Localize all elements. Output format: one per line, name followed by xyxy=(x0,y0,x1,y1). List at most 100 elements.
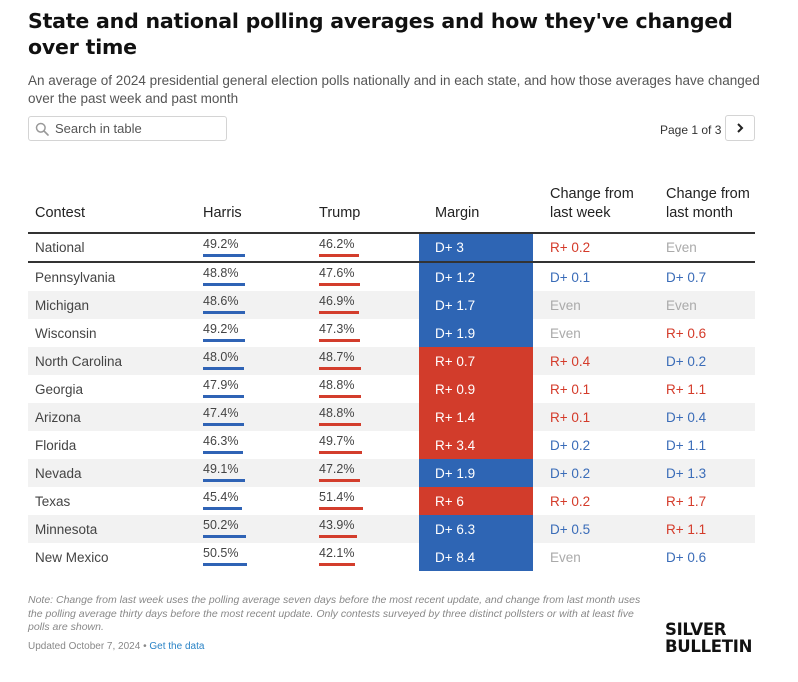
change-week: R+ 0.4 xyxy=(550,353,591,369)
change-week: R+ 0.2 xyxy=(550,493,591,509)
harris-value: 48.6% xyxy=(203,294,239,308)
harris-bar xyxy=(203,479,246,482)
trump-bar xyxy=(319,535,357,538)
trump-bar xyxy=(319,507,364,510)
harris-value: 50.5% xyxy=(203,546,239,560)
harris-cell: 49.2% xyxy=(203,234,246,261)
trump-value: 46.9% xyxy=(319,294,355,308)
change-month: D+ 0.2 xyxy=(666,353,707,369)
page-indicator: Page 1 of 3 xyxy=(660,123,722,137)
contest-name: North Carolina xyxy=(35,353,123,369)
table-body: National 49.2% 46.2% D+ 3 R+ 0.2 Even Pennsylv… xyxy=(28,234,755,571)
harris-cell: 47.9% xyxy=(203,375,245,403)
trump-value: 51.4% xyxy=(319,490,355,504)
change-week: Even xyxy=(550,297,581,313)
harris-cell: 46.3% xyxy=(203,431,243,459)
harris-bar xyxy=(203,423,244,426)
harris-cell: 49.1% xyxy=(203,459,246,487)
get-data-link[interactable]: Get the data xyxy=(149,641,205,652)
search-box[interactable] xyxy=(28,116,227,141)
harris-cell: 50.5% xyxy=(203,543,247,571)
change-week: R+ 0.1 xyxy=(550,409,591,425)
change-week: D+ 0.5 xyxy=(550,521,591,537)
harris-bar xyxy=(203,535,247,538)
column-header-change-month[interactable]: Change from last month xyxy=(666,186,750,221)
trump-bar xyxy=(319,311,360,314)
table-row: Wisconsin 49.2% 47.3% D+ 1.9 Even R+ 0.6 xyxy=(28,319,755,347)
contest-name: Arizona xyxy=(35,409,81,425)
harris-cell: 48.6% xyxy=(203,291,245,319)
change-month: D+ 1.1 xyxy=(666,437,707,453)
margin-badge: D+ 1.7 xyxy=(419,291,533,319)
trump-bar xyxy=(319,479,360,482)
harris-value: 50.2% xyxy=(203,518,239,532)
trump-value: 47.2% xyxy=(319,462,355,476)
page-subtitle: An average of 2024 presidential general … xyxy=(28,73,760,106)
logo-line-1: SILVER xyxy=(665,620,727,639)
harris-value: 49.2% xyxy=(203,236,239,251)
trump-bar xyxy=(319,451,362,454)
table-row: Georgia 47.9% 48.8% R+ 0.9 R+ 0.1 R+ 1.1 xyxy=(28,375,755,403)
trump-bar xyxy=(319,563,356,566)
column-header-contest[interactable]: Contest xyxy=(35,205,85,221)
table-row: New Mexico 50.5% 42.1% D+ 8.4 Even D+ 0.6 xyxy=(28,543,755,571)
column-header-margin[interactable]: Margin xyxy=(435,205,480,221)
trump-cell: 42.1% xyxy=(319,543,356,571)
margin-badge: R+ 6 xyxy=(419,487,533,515)
trump-value: 42.1% xyxy=(319,546,355,560)
trump-value: 47.6% xyxy=(319,266,355,280)
polling-table: Contest Harris Trump Margin Change from … xyxy=(28,166,755,571)
change-week: D+ 0.1 xyxy=(550,269,591,285)
search-input[interactable] xyxy=(55,121,215,136)
change-month: Even xyxy=(666,297,697,313)
table-row: Texas 45.4% 51.4% R+ 6 R+ 0.2 R+ 1.7 xyxy=(28,487,755,515)
trump-cell: 49.7% xyxy=(319,431,362,459)
margin-badge: D+ 1.2 xyxy=(419,263,533,291)
column-header-trump[interactable]: Trump xyxy=(319,205,361,221)
trump-cell: 47.6% xyxy=(319,263,360,291)
harris-value: 46.3% xyxy=(203,434,239,448)
margin-badge: D+ 1.9 xyxy=(419,319,533,347)
next-page-button[interactable] xyxy=(725,115,755,141)
trump-bar xyxy=(319,283,360,286)
updated-line: Updated October 7, 2024 • Get the data xyxy=(28,641,204,652)
harris-value: 49.2% xyxy=(203,322,239,336)
change-month: R+ 1.1 xyxy=(666,521,707,537)
trump-cell: 46.9% xyxy=(319,291,360,319)
change-month: R+ 0.6 xyxy=(666,325,707,341)
trump-bar xyxy=(319,423,361,426)
table-row: Nevada 49.1% 47.2% D+ 1.9 D+ 0.2 D+ 1.3 xyxy=(28,459,755,487)
chevron-right-icon xyxy=(737,123,744,133)
column-header-change-week[interactable]: Change from last week xyxy=(550,186,634,221)
trump-cell: 51.4% xyxy=(319,487,364,515)
trump-cell: 48.7% xyxy=(319,347,361,375)
harris-bar xyxy=(203,311,245,314)
footnote: Note: Change from last week uses the pol… xyxy=(28,594,641,633)
table-row: National 49.2% 46.2% D+ 3 R+ 0.2 Even xyxy=(28,234,755,263)
trump-cell: 48.8% xyxy=(319,403,361,431)
trump-value: 48.7% xyxy=(319,350,355,364)
contest-name: Wisconsin xyxy=(35,325,97,341)
trump-cell: 48.8% xyxy=(319,375,361,403)
trump-cell: 46.2% xyxy=(319,234,359,261)
column-header-harris[interactable]: Harris xyxy=(203,205,242,221)
harris-cell: 49.2% xyxy=(203,319,246,347)
margin-badge: R+ 1.4 xyxy=(419,403,533,431)
trump-bar xyxy=(319,253,359,257)
trump-value: 49.7% xyxy=(319,434,355,448)
harris-value: 47.9% xyxy=(203,378,239,392)
harris-bar xyxy=(203,367,245,370)
change-month: D+ 1.3 xyxy=(666,465,707,481)
harris-value: 47.4% xyxy=(203,406,239,420)
change-week: Even xyxy=(550,325,581,341)
silver-bulletin-logo: SILVER BULLETIN xyxy=(665,621,752,655)
trump-value: 46.2% xyxy=(319,236,355,251)
harris-bar xyxy=(203,451,243,454)
contest-name: Florida xyxy=(35,437,77,453)
change-month: R+ 1.7 xyxy=(666,493,707,509)
trump-bar xyxy=(319,339,360,342)
trump-cell: 47.3% xyxy=(319,319,360,347)
table-header: Contest Harris Trump Margin Change from … xyxy=(28,166,755,234)
table-row: Michigan 48.6% 46.9% D+ 1.7 Even Even xyxy=(28,291,755,319)
margin-badge: R+ 0.7 xyxy=(419,347,533,375)
